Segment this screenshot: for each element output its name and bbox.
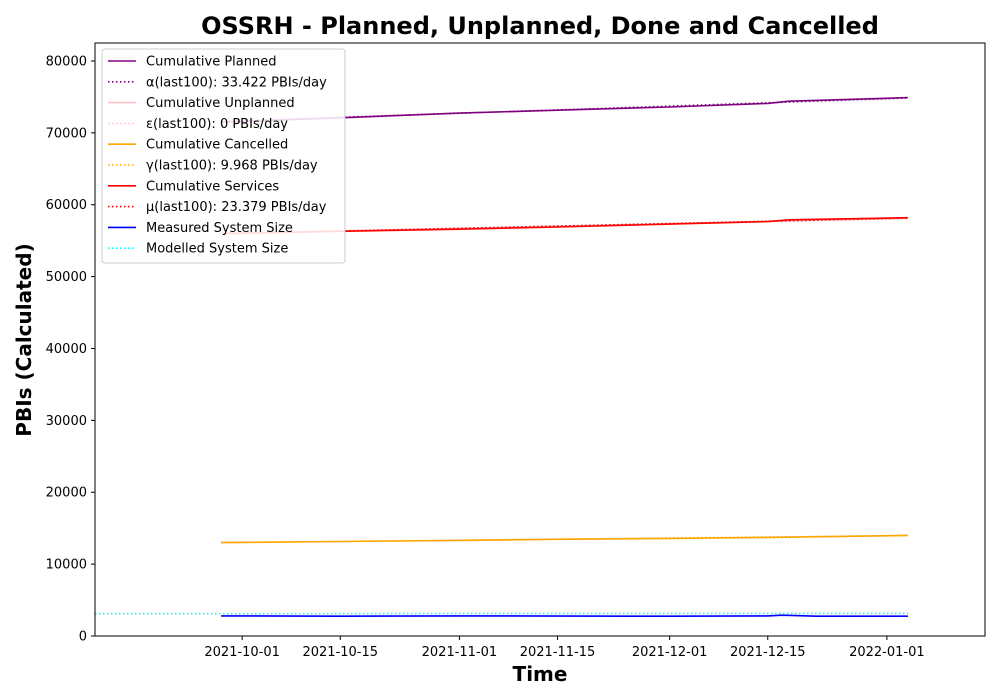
legend-label: γ(last100): 9.968 PBIs/day <box>146 159 318 174</box>
y-tick-label: 30000 <box>46 414 87 429</box>
y-tick-label: 80000 <box>46 54 87 69</box>
x-tick-label: 2021-12-01 <box>632 645 708 660</box>
y-axis-label: PBIs (Calculated) <box>12 243 36 436</box>
y-tick-label: 40000 <box>46 342 87 357</box>
series-line-7 <box>221 217 908 235</box>
legend: Cumulative Planned α(last100): 33.422 PBI… <box>101 48 346 264</box>
x-tick-label: 2021-11-01 <box>422 645 498 660</box>
y-axis: 0 10000 20000 30000 40000 50000 60000 70000 8000… <box>46 54 95 645</box>
y-tick-label: 60000 <box>46 198 87 213</box>
legend-label: α(last100): 33.422 PBIs/day <box>146 75 327 90</box>
y-tick-label: 0 <box>79 630 87 645</box>
y-tick-label: 70000 <box>46 126 87 141</box>
legend-label: Measured System Size <box>146 221 293 236</box>
x-axis-label: Time <box>513 662 568 686</box>
series-line-1 <box>221 97 908 123</box>
legend-label: Cumulative Unplanned <box>146 96 295 111</box>
legend-label: Modelled System Size <box>146 242 288 257</box>
x-tick-label: 2021-12-15 <box>730 645 806 660</box>
legend-label: Cumulative Cancelled <box>146 138 288 153</box>
chart-title: OSSRH - Planned, Unplanned, Done and Can… <box>201 12 879 40</box>
x-tick-label: 2021-10-15 <box>302 645 378 660</box>
legend-label: ε(last100): 0 PBIs/day <box>146 117 288 132</box>
x-tick-label: 2021-10-01 <box>204 645 280 660</box>
legend-label: Cumulative Planned <box>146 55 276 70</box>
legend-label: Cumulative Services <box>146 179 279 194</box>
legend-label: μ(last100): 23.379 PBIs/day <box>146 200 327 215</box>
series-line-5 <box>221 534 908 544</box>
legend-box <box>101 48 346 264</box>
series-line-4 <box>221 534 908 544</box>
series-line-8 <box>221 614 908 618</box>
y-tick-label: 20000 <box>46 486 87 501</box>
x-axis: 2021-10-01 2021-10-15 2021-11-01 2021-11-15… <box>204 636 925 660</box>
x-tick-label: 2021-11-15 <box>520 645 596 660</box>
plot-lines <box>94 96 908 618</box>
y-tick-label: 50000 <box>46 270 87 285</box>
x-tick-label: 2022-01-01 <box>849 645 925 660</box>
plot-frame <box>94 42 986 637</box>
y-tick-label: 10000 <box>46 558 87 573</box>
